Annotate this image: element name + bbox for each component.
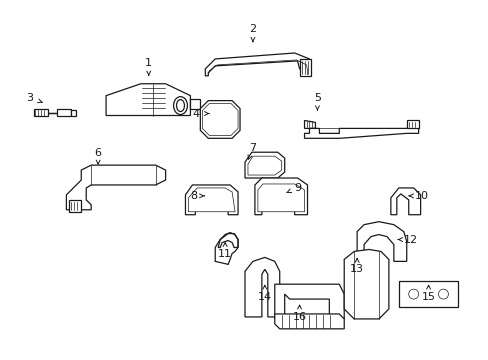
Polygon shape bbox=[66, 165, 165, 210]
Polygon shape bbox=[202, 104, 238, 135]
Polygon shape bbox=[190, 99, 200, 109]
Circle shape bbox=[408, 289, 418, 299]
Text: 16: 16 bbox=[292, 312, 306, 322]
Polygon shape bbox=[218, 234, 238, 247]
Polygon shape bbox=[274, 284, 344, 319]
Text: 9: 9 bbox=[293, 183, 301, 193]
Text: 3: 3 bbox=[26, 93, 33, 103]
Text: 8: 8 bbox=[189, 191, 197, 201]
Polygon shape bbox=[356, 222, 406, 261]
Polygon shape bbox=[398, 281, 457, 307]
Polygon shape bbox=[205, 53, 309, 76]
Text: 7: 7 bbox=[249, 143, 256, 153]
Text: 12: 12 bbox=[403, 234, 417, 244]
Polygon shape bbox=[244, 152, 284, 178]
Polygon shape bbox=[247, 156, 281, 175]
Polygon shape bbox=[244, 257, 279, 317]
Text: 1: 1 bbox=[145, 58, 152, 68]
Polygon shape bbox=[406, 121, 418, 129]
Polygon shape bbox=[390, 188, 420, 215]
Polygon shape bbox=[106, 84, 190, 116]
Polygon shape bbox=[274, 314, 344, 329]
Polygon shape bbox=[254, 178, 307, 215]
Circle shape bbox=[438, 289, 447, 299]
Text: 14: 14 bbox=[257, 292, 271, 302]
Polygon shape bbox=[69, 200, 81, 212]
Polygon shape bbox=[344, 249, 388, 319]
Polygon shape bbox=[188, 188, 235, 212]
Polygon shape bbox=[200, 100, 240, 138]
Text: 13: 13 bbox=[349, 264, 364, 274]
Polygon shape bbox=[257, 184, 304, 212]
Ellipse shape bbox=[176, 100, 184, 112]
Ellipse shape bbox=[173, 96, 187, 114]
Polygon shape bbox=[185, 185, 238, 215]
Text: 4: 4 bbox=[192, 108, 200, 118]
Text: 2: 2 bbox=[249, 24, 256, 34]
Polygon shape bbox=[299, 59, 311, 76]
Text: 10: 10 bbox=[414, 191, 428, 201]
Text: 15: 15 bbox=[421, 292, 435, 302]
Polygon shape bbox=[304, 121, 418, 138]
Text: 6: 6 bbox=[95, 148, 102, 158]
Text: 5: 5 bbox=[313, 93, 320, 103]
Polygon shape bbox=[34, 109, 71, 117]
Text: 11: 11 bbox=[218, 249, 232, 260]
Polygon shape bbox=[71, 109, 76, 116]
